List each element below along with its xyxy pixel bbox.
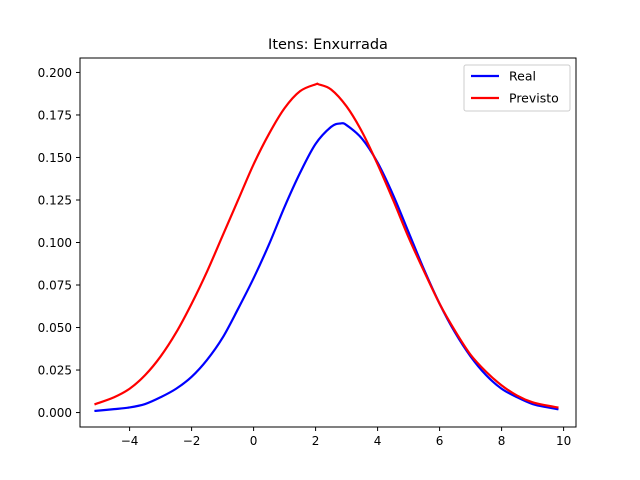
y-tick-label: 0.100 [38, 236, 72, 250]
legend: Real Previsto [463, 64, 571, 112]
y-tick-label: 0.050 [38, 321, 72, 335]
y-tick-label: 0.200 [38, 66, 72, 80]
x-tick-label: 0 [250, 434, 258, 448]
y-tick-label: 0.000 [38, 406, 72, 420]
x-tick-label: 10 [556, 434, 571, 448]
x-tick-label: −2 [183, 434, 201, 448]
x-tick-label: 2 [312, 434, 320, 448]
x-tick-label: 4 [374, 434, 382, 448]
y-tick-label: 0.150 [38, 151, 72, 165]
series-line-real [94, 122, 559, 413]
y-axis: 0.000 0.025 0.050 0.075 0.100 0.125 0.150 0.175… [38, 66, 80, 420]
series-layer [94, 82, 559, 413]
chart-title: Itens: Enxurrada [268, 37, 388, 53]
legend-label-real: Real [509, 69, 536, 84]
x-tick-label: 6 [436, 434, 444, 448]
series-line-previsto [94, 82, 559, 409]
x-axis: −4 −2 0 2 4 6 8 10 [121, 427, 571, 448]
x-tick-label: −4 [121, 434, 139, 448]
x-tick-label: 8 [498, 434, 506, 448]
y-tick-label: 0.175 [38, 108, 72, 122]
y-tick-label: 0.025 [38, 363, 72, 377]
y-tick-label: 0.125 [38, 193, 72, 207]
legend-label-previsto: Previsto [509, 91, 559, 106]
y-tick-label: 0.075 [38, 278, 72, 292]
